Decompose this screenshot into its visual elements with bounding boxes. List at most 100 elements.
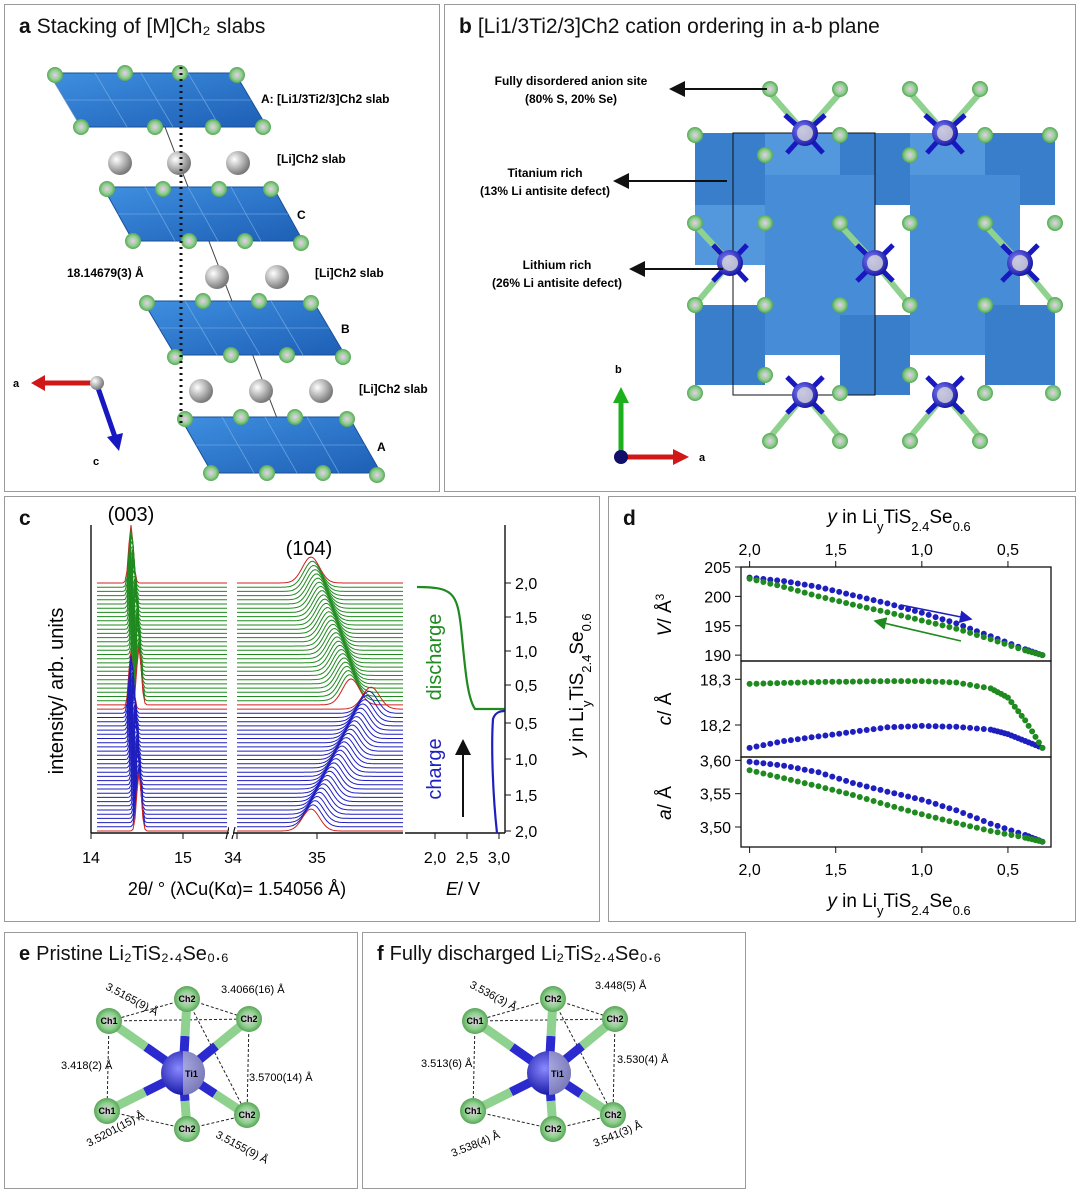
xrd-trace-003	[97, 593, 227, 651]
lattice-data-point	[801, 766, 808, 773]
chalcogen-atom	[94, 1098, 120, 1124]
xrd-trace-003	[97, 733, 227, 790]
panel-letter: d	[623, 507, 636, 530]
anion-site-composition: (80% S, 20% Se)	[525, 92, 617, 106]
ti-li-share	[183, 1051, 205, 1095]
bottom-axis-title: y in LiyTiS2.4Se0.6	[825, 891, 970, 918]
xrd-chart: 14 15 34 35 2θ/ ° (λCu(Kα)= 1.54056 Å) i…	[46, 504, 594, 899]
xrd-trace-003	[97, 753, 227, 811]
y-right-title: y in LiyTiS2.4Se0.6	[567, 613, 594, 758]
lattice-data-point	[877, 598, 884, 605]
lattice-data-point	[891, 724, 898, 730]
lattice-data-point	[815, 584, 822, 590]
xrd-trace-104	[237, 632, 403, 660]
axis-c-label: c	[93, 456, 99, 468]
lattice-data-point	[836, 730, 843, 737]
v-axis-title: V/ Å3	[653, 593, 676, 636]
ti-rich-label: Titanium rich	[507, 166, 582, 180]
x-top-tick-label: 1,0	[911, 542, 933, 559]
lattice-data-point	[836, 788, 843, 795]
lattice-data-point	[946, 805, 953, 812]
lattice-data-point	[994, 822, 1001, 829]
lattice-data-point	[877, 607, 884, 614]
lattice-data-point	[870, 606, 877, 613]
xrd-trace-104	[237, 800, 403, 824]
lattice-data-point	[774, 680, 781, 687]
discharge-label: discharge	[424, 614, 446, 701]
xrd-trace-104	[237, 611, 403, 639]
label-slab-a-top: A: [Li1/3Ti2/3]Ch2 slab	[261, 92, 389, 106]
xrd-trace-003	[97, 548, 227, 605]
xrd-trace-104	[237, 758, 403, 782]
lattice-data-point	[980, 818, 987, 824]
xrd-trace-003	[97, 704, 227, 760]
xrd-trace-003	[97, 769, 227, 828]
lattice-data-point	[994, 638, 1001, 645]
lattice-data-point	[870, 798, 877, 804]
xrd-trace-003	[97, 640, 227, 697]
lattice-data-point	[1022, 717, 1029, 724]
xrd-trace-003	[97, 701, 227, 756]
xrd-trace-104	[237, 644, 403, 672]
xrd-trace-003	[97, 714, 227, 773]
xrd-trace-104	[237, 577, 403, 605]
lattice-data-point	[932, 614, 939, 621]
lattice-data-point	[1039, 838, 1046, 845]
xrd-trace-003	[97, 622, 227, 681]
x-tick-label: 35	[308, 850, 326, 867]
lattice-data-point	[911, 795, 918, 802]
xrd-trace-003	[97, 684, 227, 744]
lattice-data-point	[925, 723, 932, 730]
y-tick-label: 3,50	[700, 820, 731, 837]
xrd-trace-104	[237, 770, 403, 794]
xrd-trace-104	[237, 623, 403, 651]
distance-label: 3.513(6) Å	[421, 1057, 473, 1070]
distance-line	[108, 998, 188, 1022]
xrd-trace-104	[237, 699, 403, 723]
lattice-data-point	[870, 785, 877, 792]
xrd-trace-003	[97, 671, 227, 727]
lattice-data-point	[794, 587, 801, 594]
li-rich-defect: (26% Li antisite defect)	[492, 276, 622, 290]
xrd-trace-104	[237, 657, 403, 685]
xrd-trace-104	[237, 615, 403, 643]
lattice-data-point	[939, 816, 946, 823]
lattice-data-point	[891, 602, 898, 609]
atom-label: Ch2	[178, 994, 195, 1004]
lattice-data-point	[787, 579, 794, 586]
distance-label: 3.530(4) Å	[617, 1053, 669, 1066]
lattice-data-point	[787, 737, 794, 744]
lattice-data-point	[960, 623, 967, 629]
lattice-data-point	[1004, 694, 1011, 701]
lattice-data-point	[829, 773, 836, 780]
label-slab-b: B	[341, 322, 350, 336]
lattice-data-point	[760, 579, 767, 585]
li-rich-label: Lithium rich	[523, 258, 592, 272]
lattice-data-point	[939, 723, 946, 730]
lattice-data-point	[849, 792, 856, 798]
y-axis-title: intensity/ arb. units	[46, 608, 68, 775]
xrd-trace-104	[237, 694, 403, 718]
lattice-data-point	[967, 812, 974, 819]
lattice-data-point	[836, 678, 843, 685]
lattice-data-point	[1001, 830, 1008, 837]
x-axis-ticks: 14 15 34 35	[82, 833, 326, 867]
lattice-data-point	[870, 597, 877, 604]
lattice-data-point	[829, 731, 836, 738]
lattice-data-point	[987, 636, 994, 643]
xrd-trace-003	[97, 674, 227, 731]
cation-ordering-diagram: Fully disordered anion site (80% S, 20% …	[480, 74, 1063, 465]
chalcogen-atom	[600, 1102, 626, 1128]
xrd-trace-003	[97, 605, 227, 660]
lattice-data-point	[1039, 744, 1046, 751]
xrd-trace-104	[237, 732, 403, 756]
panel-d-title: d	[623, 507, 642, 531]
lattice-data-point	[946, 618, 953, 625]
label-li-slab-1: [Li]Ch2 slab	[277, 152, 346, 166]
discharge-curve	[416, 585, 505, 711]
panel-letter: c	[19, 507, 31, 530]
lattice-data-point	[863, 678, 870, 685]
chalcogen-atom	[540, 1116, 566, 1142]
anion-grid	[687, 81, 1063, 449]
